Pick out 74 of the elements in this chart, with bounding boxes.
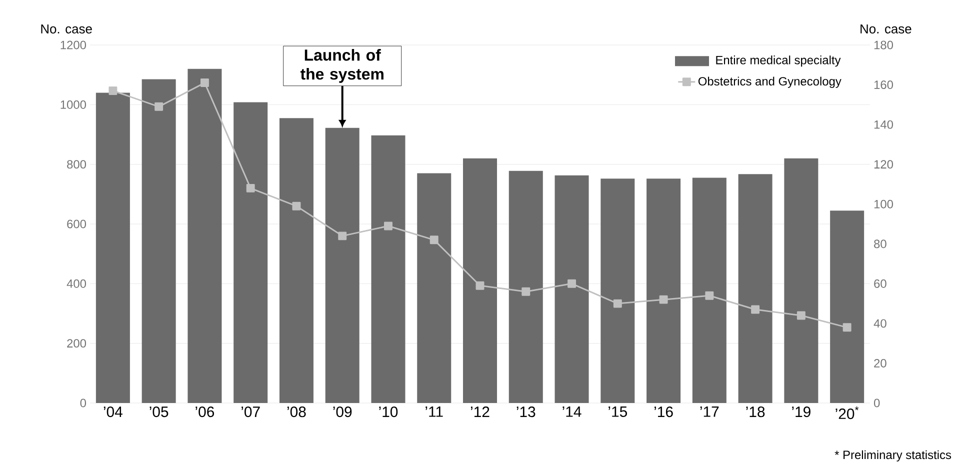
point <box>384 222 392 230</box>
y2-tick-label: 180 <box>874 40 894 50</box>
bar <box>234 102 268 403</box>
x-tick-label: ’18 <box>746 406 765 418</box>
bar <box>646 178 681 403</box>
point <box>659 295 668 304</box>
point <box>246 184 255 192</box>
y-tick-label: 1200 <box>60 40 86 50</box>
annotation: Launch of the system <box>300 49 384 83</box>
bar <box>279 118 314 403</box>
point <box>200 78 209 88</box>
y-tick-label: 1000 <box>60 100 86 109</box>
x-tick-label: ’05 <box>150 406 168 418</box>
y2-tick-label: 60 <box>874 279 886 288</box>
bar <box>188 68 222 403</box>
y-tick-label: 600 <box>67 220 86 228</box>
point <box>476 281 484 290</box>
point <box>568 279 576 288</box>
x-tick-label: ’04 <box>104 406 122 418</box>
y2-axis-title: No. case <box>860 24 912 34</box>
y2-tick-label: 160 <box>874 80 894 89</box>
x-tick-label: ’07 <box>242 406 260 418</box>
x-tick-label: ’17 <box>700 406 719 417</box>
y2-tick-label: 100 <box>874 200 894 208</box>
x-tick-label: ’15 <box>608 406 627 417</box>
x-tick-label: ’09 <box>333 406 352 418</box>
y2-tick-label: 40 <box>874 319 886 328</box>
point <box>154 102 164 111</box>
legend-label: Obstetrics and Gynecology <box>698 76 842 88</box>
y-tick-label: 0 <box>80 398 86 408</box>
point <box>705 291 714 300</box>
point <box>430 236 438 244</box>
point <box>338 232 347 240</box>
y-axis-title: No. case <box>41 24 92 34</box>
y2-tick-label: 0 <box>874 398 880 408</box>
point <box>842 323 852 332</box>
bar <box>96 92 130 403</box>
bar <box>325 128 360 403</box>
legend-label: Entire medical specialty <box>716 56 841 67</box>
y2-tick-label: 80 <box>874 240 886 248</box>
bar <box>508 170 543 403</box>
bar <box>417 173 452 403</box>
x-tick-label: ’06 <box>196 406 214 418</box>
x-tick-label: ’10 <box>379 406 398 418</box>
y2-tick-label: 140 <box>874 120 894 129</box>
bar <box>692 178 726 403</box>
x-tick-label: ’14 <box>562 406 582 417</box>
point <box>613 299 622 308</box>
x-tick-label: ’08 <box>287 406 306 418</box>
x-tick-label: ’20$^{*}$ <box>836 406 859 420</box>
bar <box>600 178 635 403</box>
point <box>292 202 301 210</box>
x-tick-label: ’13 <box>516 406 536 418</box>
x-tick-label: ’16 <box>654 406 673 418</box>
y2-tick-label: 120 <box>874 160 894 169</box>
y2-tick-label: 20 <box>874 358 886 368</box>
point <box>108 86 118 95</box>
point <box>522 287 530 296</box>
y-tick-label: 800 <box>67 160 86 169</box>
bar <box>554 175 589 403</box>
text: * Preliminary statistics <box>834 450 952 462</box>
y-tick-label: 200 <box>67 339 86 348</box>
bar <box>463 158 498 403</box>
x-tick-label: ’11 <box>426 406 443 417</box>
y-tick-label: 400 <box>66 279 86 288</box>
bar <box>830 210 864 403</box>
bar <box>784 158 818 403</box>
bar <box>142 79 176 403</box>
bar <box>371 135 406 403</box>
point <box>751 305 760 314</box>
x-tick-label: ’12 <box>470 406 490 417</box>
point <box>796 311 806 320</box>
bar <box>738 174 772 403</box>
x-tick-label: ’19 <box>792 406 810 418</box>
